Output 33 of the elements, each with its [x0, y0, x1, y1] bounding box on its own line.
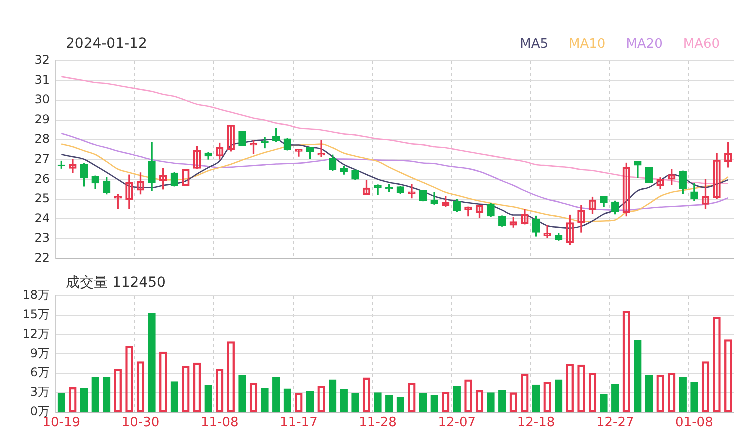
y-tick-label: 29 [34, 112, 50, 126]
x-tick-label: 12-18 [517, 416, 556, 431]
y-tick-label: 3万 [30, 385, 50, 400]
y-tick-label: 9万 [30, 346, 50, 360]
y-tick-label: 6万 [30, 366, 50, 380]
y-tick-label: 18万 [22, 288, 50, 302]
text: MA10 [569, 36, 606, 52]
chart-title: 成交量 112450 [66, 274, 166, 292]
x-tick-label: 11-08 [200, 416, 239, 431]
x-tick-label: 11-17 [280, 416, 318, 431]
y-tick-label: 27 [34, 152, 50, 166]
x-tick-label: 11-28 [359, 416, 397, 431]
y-tick-label: 31 [34, 72, 50, 87]
y-tick-label: 12万 [22, 326, 50, 341]
x-tick-label: 10-30 [122, 416, 160, 431]
candlestick [645, 167, 654, 184]
y-tick-label: 26 [34, 172, 50, 186]
y-tick-label: 22 [34, 250, 50, 265]
chart-title: 2024-01-12 [66, 36, 148, 52]
y-tick-label: 15万 [22, 308, 50, 322]
x-tick-label: 12-27 [596, 416, 634, 431]
x-tick-label: 12-07 [438, 416, 476, 431]
text: MA5 [520, 36, 549, 52]
y-tick-label: 30 [34, 92, 50, 107]
y-tick-label: 23 [34, 231, 50, 246]
x-tick-label: 01-08 [676, 416, 714, 431]
y-tick-label: 24 [34, 211, 50, 226]
text: MA20 [626, 36, 663, 52]
candlestick [238, 131, 246, 146]
y-tick-label: 32 [34, 53, 50, 68]
text: MA60 [683, 36, 720, 52]
y-tick-label: 25 [34, 192, 50, 206]
y-tick-label: 28 [34, 132, 50, 146]
